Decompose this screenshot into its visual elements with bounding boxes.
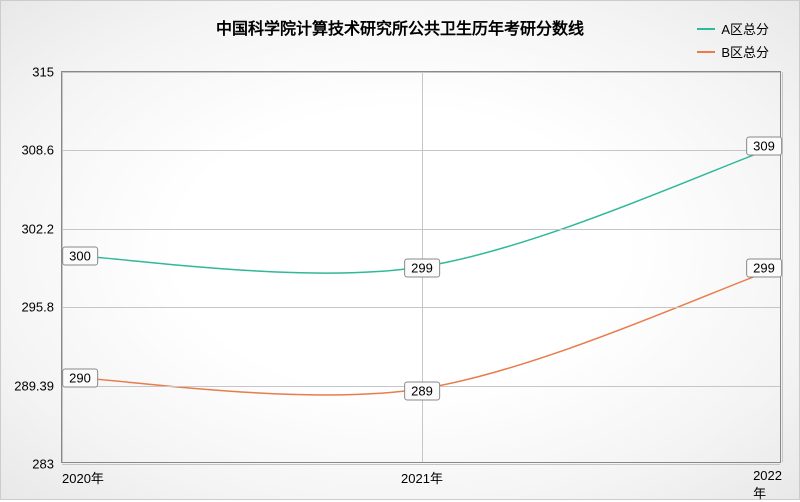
series-line: [62, 145, 780, 273]
chart-title: 中国科学院计算技术研究所公共卫生历年考研分数线: [216, 15, 584, 39]
x-tick-label: 2020年: [62, 462, 104, 487]
legend-swatch-b: [697, 51, 715, 53]
gridline-v: [62, 72, 63, 462]
legend-item-b: B区总分: [697, 42, 769, 61]
gridline-h: [62, 72, 780, 73]
y-tick-label: 289.39: [14, 378, 62, 393]
x-tick-label: 2022年: [753, 462, 782, 502]
data-label: 290: [62, 369, 98, 388]
x-tick-label: 2021年: [401, 462, 443, 487]
data-label: 299: [746, 259, 782, 278]
y-tick-label: 308.6: [21, 143, 62, 158]
y-tick-label: 302.2: [21, 221, 62, 236]
gridline-h: [62, 229, 780, 230]
legend-label-a: A区总分: [721, 19, 769, 38]
data-label: 289: [404, 381, 440, 400]
chart-container: 中国科学院计算技术研究所公共卫生历年考研分数线 A区总分 B区总分 283289…: [0, 0, 800, 500]
y-tick-label: 295.8: [21, 300, 62, 315]
data-label: 309: [746, 136, 782, 155]
legend-item-a: A区总分: [697, 19, 769, 38]
legend: A区总分 B区总分: [697, 19, 769, 65]
y-tick-label: 283: [32, 457, 62, 472]
data-label: 299: [404, 259, 440, 278]
plot-area: 283289.39295.8302.2308.63152020年2021年202…: [61, 71, 781, 463]
data-label: 300: [62, 246, 98, 265]
legend-swatch-a: [697, 28, 715, 30]
gridline-v: [782, 72, 783, 462]
y-tick-label: 315: [32, 65, 62, 80]
series-line: [62, 267, 780, 395]
gridline-h: [62, 307, 780, 308]
gridline-h: [62, 150, 780, 151]
legend-label-b: B区总分: [721, 42, 769, 61]
